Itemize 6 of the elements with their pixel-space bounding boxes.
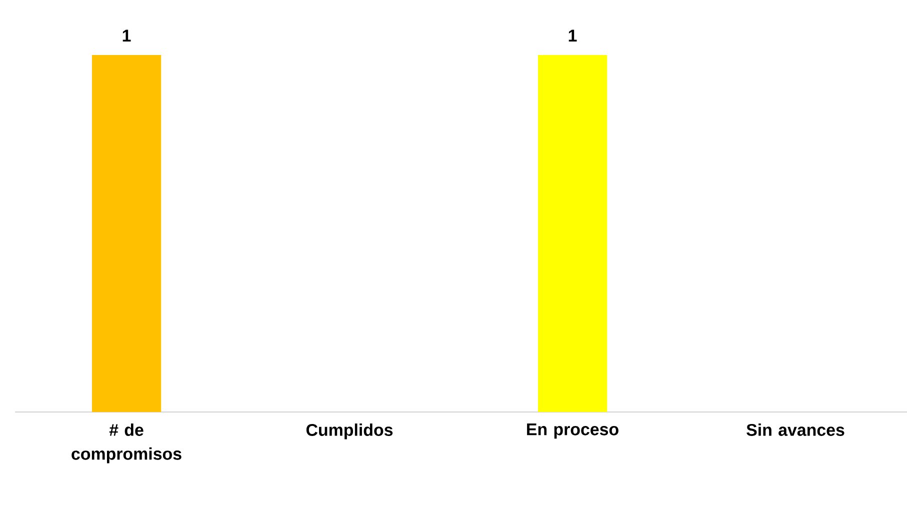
data-label: 1 (122, 30, 131, 42)
x-tick-label: En proceso (527, 424, 618, 439)
data-label: 1 (568, 30, 577, 42)
x-tick-label: Sin avances (746, 424, 844, 436)
x-tick-label: # de compromisos (72, 424, 182, 464)
x-tick-label: Cumplidos (306, 424, 393, 440)
